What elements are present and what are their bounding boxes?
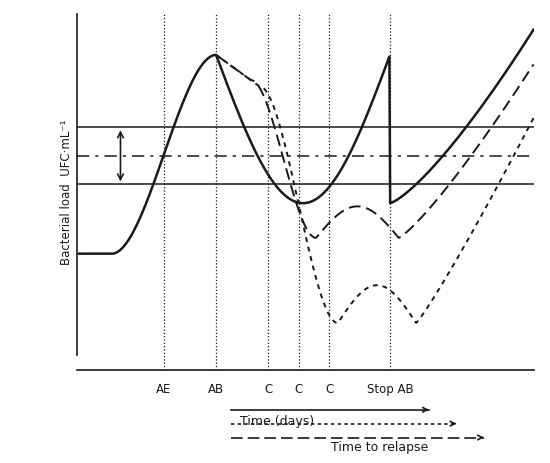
Text: AE: AE	[156, 383, 172, 396]
Text: AB: AB	[208, 383, 224, 396]
Text: Stop AB: Stop AB	[367, 383, 414, 396]
Text: Time to relapse: Time to relapse	[331, 441, 428, 454]
Text: C: C	[264, 383, 272, 396]
Text: C: C	[295, 383, 303, 396]
Y-axis label: Bacterial load  UFC·mL⁻¹: Bacterial load UFC·mL⁻¹	[60, 119, 73, 265]
Text: Time (days): Time (days)	[240, 414, 314, 427]
Text: C: C	[325, 383, 333, 396]
